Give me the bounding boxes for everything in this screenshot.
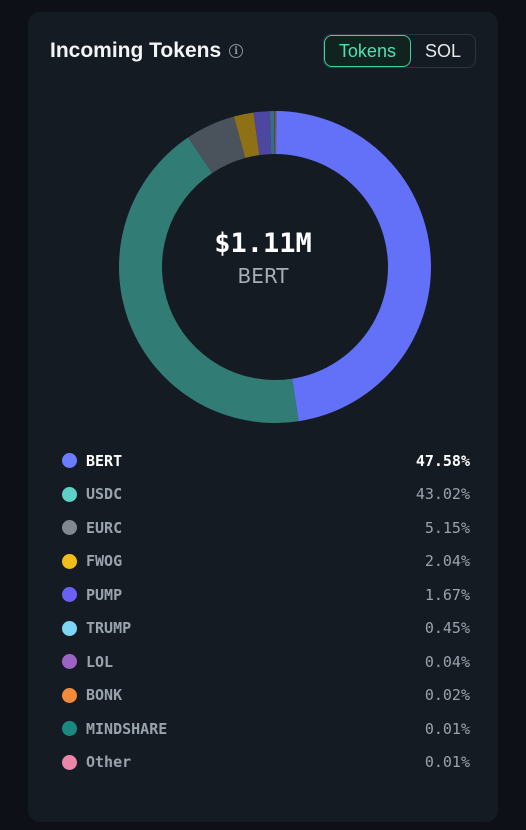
donut-slice-other[interactable] [275, 111, 277, 155]
legend-value: 0.01% [424, 719, 470, 738]
chart-legend: BERT 47.58% USDC 43.02% EURC 5.15% FWOG 2.04% PU… [62, 444, 470, 779]
legend-dot [62, 587, 77, 603]
donut-slice-usdc[interactable] [119, 137, 299, 423]
legend-value: 43.02% [415, 485, 470, 504]
legend-item[interactable]: MINDSHARE 0.01% [62, 712, 470, 746]
donut-slice-bert[interactable] [275, 111, 431, 422]
donut-svg [119, 111, 431, 423]
info-icon[interactable]: i [229, 44, 244, 58]
legend-label: TRUMP [86, 619, 132, 638]
legend-item[interactable]: LOL 0.04% [62, 645, 470, 679]
legend-value: 2.04% [424, 552, 470, 571]
legend-label: PUMP [86, 585, 123, 604]
card-title: Incoming Tokens [50, 39, 222, 62]
legend-label: FWOG [86, 552, 123, 571]
donut-slice-bonk[interactable] [274, 111, 276, 155]
legend-value: 47.58% [415, 451, 470, 470]
donut-slice-pump[interactable] [253, 111, 272, 156]
incoming-tokens-card: Incoming Tokens i Tokens SOL $1.11M BERT… [28, 12, 498, 822]
legend-label: MINDSHARE [86, 719, 168, 738]
legend-label: Other [86, 753, 132, 772]
card-header: Incoming Tokens i Tokens SOL [50, 34, 476, 68]
legend-label: LOL [86, 652, 114, 671]
legend-value: 0.45% [424, 619, 470, 638]
legend-item[interactable]: USDC 43.02% [62, 478, 470, 512]
legend-dot [62, 687, 77, 703]
donut-chart: $1.11M BERT [28, 96, 498, 426]
donut-slice-mindshare[interactable] [275, 111, 277, 155]
donut-slice-lol[interactable] [274, 111, 275, 155]
legend-dot [62, 654, 77, 670]
legend-value: 0.01% [424, 753, 470, 772]
legend-item[interactable]: Other 0.01% [62, 746, 470, 780]
legend-item[interactable]: TRUMP 0.45% [62, 612, 470, 646]
legend-item[interactable]: PUMP 1.67% [62, 578, 470, 612]
donut-slice-fwog[interactable] [233, 112, 260, 158]
legend-label: BONK [86, 686, 123, 705]
toggle-sol[interactable]: SOL [424, 40, 461, 61]
legend-item[interactable]: EURC 5.15% [62, 511, 470, 545]
legend-dot [62, 620, 77, 636]
legend-dot [62, 453, 77, 469]
legend-label: USDC [86, 485, 123, 504]
legend-value: 5.15% [424, 518, 470, 537]
donut-slice-eurc[interactable] [188, 116, 246, 174]
legend-label: EURC [86, 518, 123, 537]
legend-value: 1.67% [424, 585, 470, 604]
legend-item[interactable]: BERT 47.58% [62, 444, 470, 478]
donut-slice-trump[interactable] [269, 111, 275, 155]
center-value: $1.11M [214, 228, 312, 259]
legend-item[interactable]: BONK 0.02% [62, 679, 470, 713]
title-wrap: Incoming Tokens i [50, 39, 244, 63]
legend-value: 0.04% [424, 652, 470, 671]
legend-label: BERT [86, 451, 123, 470]
legend-item[interactable]: FWOG 2.04% [62, 545, 470, 579]
legend-dot [62, 754, 77, 770]
center-label: BERT [237, 264, 289, 288]
legend-dot [62, 520, 77, 536]
unit-toggle: Tokens SOL [322, 34, 476, 68]
legend-dot [62, 553, 77, 569]
toggle-tokens[interactable]: Tokens [323, 35, 411, 67]
legend-dot [62, 721, 77, 737]
legend-value: 0.02% [424, 686, 470, 705]
legend-dot [62, 486, 77, 502]
